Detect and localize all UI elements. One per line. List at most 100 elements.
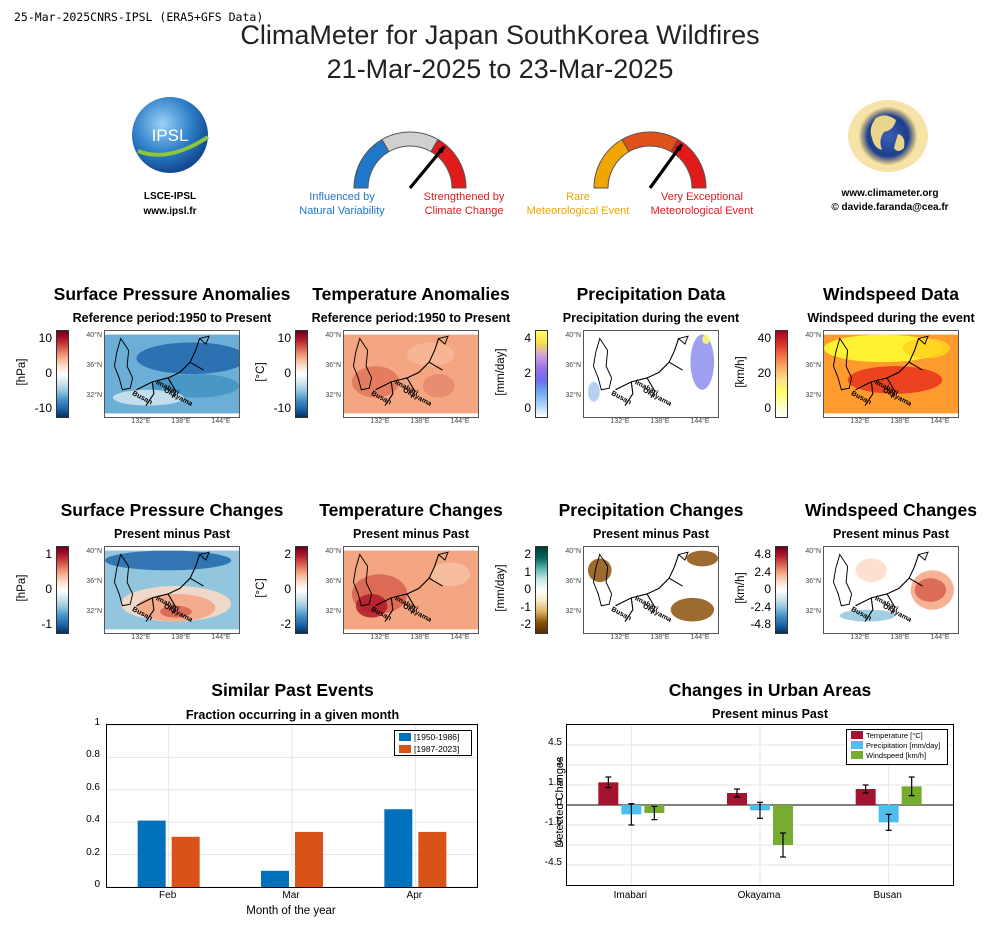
colorbar	[295, 330, 308, 418]
colorbar-tick: 1	[524, 564, 531, 579]
coastline-hokkaido	[437, 551, 449, 561]
bar	[598, 782, 619, 805]
map-lat-label: 36°N	[86, 578, 102, 585]
map-lat-label: 36°N	[86, 362, 102, 369]
map-lon-label: 144°E	[690, 418, 710, 425]
map-lon-label: 144°E	[450, 634, 470, 641]
map-lat-label: 32°N	[805, 392, 821, 399]
bar	[137, 820, 166, 887]
map-lat-label: 36°N	[325, 578, 341, 585]
chart-similar-legend: [1950-1986] [1987-2023]	[394, 730, 472, 756]
map-panel-title: Precipitation Changes	[558, 500, 744, 520]
coastline-japan	[375, 338, 443, 406]
map-lat-label: 40°N	[805, 332, 821, 339]
map-lon-label: 132°E	[850, 634, 870, 641]
map-lon-label: 132°E	[370, 634, 390, 641]
map-field-region	[839, 609, 895, 622]
map-field-region	[847, 366, 943, 394]
colorbar	[56, 546, 69, 634]
colorbar-tick: 0	[45, 366, 52, 380]
colorbar-tick: 0	[764, 401, 771, 415]
coastline-korea	[592, 337, 613, 391]
y-tick-label: 1	[94, 717, 100, 728]
map-panel-title: Temperature Anomalies	[312, 284, 510, 304]
map-panel-title: Windspeed Changes	[805, 500, 977, 520]
map-lon-label: 132°E	[850, 418, 870, 425]
coastline-korea	[592, 553, 613, 607]
legend-item: [1987-2023]	[395, 743, 471, 755]
map-lat-label: 32°N	[86, 392, 102, 399]
coastline-japan	[375, 554, 443, 622]
page-title-dates: 21-Mar-2025 to 23-Mar-2025	[326, 54, 674, 84]
colorbar-tick: 10	[38, 331, 52, 345]
y-tick-label: -1.5	[544, 817, 562, 828]
chart-urban-ylabel: Detected Changes	[554, 756, 566, 848]
coastline-hokkaido	[677, 335, 689, 345]
bar	[878, 805, 899, 823]
ipsl-url: www.ipsl.fr	[143, 206, 197, 217]
map-panel-subtitle: Reference period:1950 to Present	[311, 311, 511, 325]
map-field-region	[587, 558, 612, 583]
x-tick-label: Okayama	[737, 890, 781, 901]
map-lat-label: 36°N	[565, 362, 581, 369]
map-field-region	[355, 593, 388, 618]
coastline-hokkaido	[198, 551, 210, 561]
map-lon-label: 138°E	[890, 634, 910, 641]
coastline-hokkaido	[677, 551, 689, 561]
map-lat-label: 32°N	[805, 608, 821, 615]
gauge-segment	[621, 131, 679, 153]
colorbar-tick: -2.4	[750, 599, 771, 614]
x-tick-label: Feb	[159, 890, 177, 901]
coastline-korea	[832, 337, 853, 391]
map-field-region	[587, 381, 600, 402]
coastline-japan	[855, 554, 923, 622]
coastline-japan	[136, 338, 204, 406]
map-plot: Imabari Okayama Busan	[823, 330, 959, 418]
map-lat-label: 40°N	[325, 548, 341, 555]
y-tick-label: 0.2	[86, 846, 100, 858]
gauge-left-high-label: Strengthened by Climate Change	[423, 191, 505, 217]
colorbar-tick: 20	[757, 366, 771, 380]
map-field-region	[112, 389, 184, 406]
colorbar-unit: [mm/day]	[495, 348, 507, 396]
gauge-left-low-label: Influenced by Natural Variability	[299, 191, 385, 217]
colorbar-tick: 0	[45, 582, 52, 596]
map-lon-label: 138°E	[650, 418, 670, 425]
colorbar-tick: -2	[520, 617, 531, 631]
map-lat-label: 36°N	[805, 578, 821, 585]
colorbar-unit: [mm/day]	[495, 564, 507, 612]
map-lat-label: 36°N	[565, 578, 581, 585]
colorbar	[535, 330, 548, 418]
y-tick-label: -3	[553, 837, 562, 848]
bar	[171, 836, 200, 887]
map-field-region	[690, 334, 715, 390]
header-meta: 25-Mar-2025CNRS-IPSL (ERA5+GFS Data)	[14, 10, 264, 24]
map-panel-subtitle: Present minus Past	[832, 527, 949, 541]
chart-similar-xlabel: Month of the year	[246, 905, 336, 917]
climameter-email: © davide.faranda@cea.fr	[831, 202, 949, 213]
map-lat-label: 32°N	[325, 608, 341, 615]
gauge-segment	[430, 138, 467, 189]
colorbar-tick: 2	[284, 547, 291, 561]
map-field-region	[152, 374, 239, 398]
colorbar-tick: 0	[524, 582, 531, 596]
map-lat-label: 32°N	[325, 392, 341, 399]
map-field-region	[914, 578, 947, 602]
gauge-segment	[381, 131, 439, 153]
colorbar	[56, 330, 69, 418]
map-lat-label: 32°N	[565, 392, 581, 399]
map-field-region	[136, 342, 239, 374]
map-panel-title: Precipitation Data	[576, 284, 726, 304]
bar	[773, 805, 793, 845]
gauge-needle	[408, 145, 446, 190]
bar	[261, 870, 289, 887]
coastline-hokkaido	[437, 335, 449, 345]
map-lon-label: 138°E	[650, 634, 670, 641]
bar	[418, 831, 447, 887]
map-field-region	[902, 338, 951, 359]
map-lon-label: 144°E	[211, 418, 231, 425]
colorbar-tick: -2	[280, 617, 291, 631]
map-plot: Imabari Okayama Busan	[343, 330, 479, 418]
colorbar-tick: 0	[284, 366, 291, 380]
rarity-gauge	[580, 118, 720, 192]
